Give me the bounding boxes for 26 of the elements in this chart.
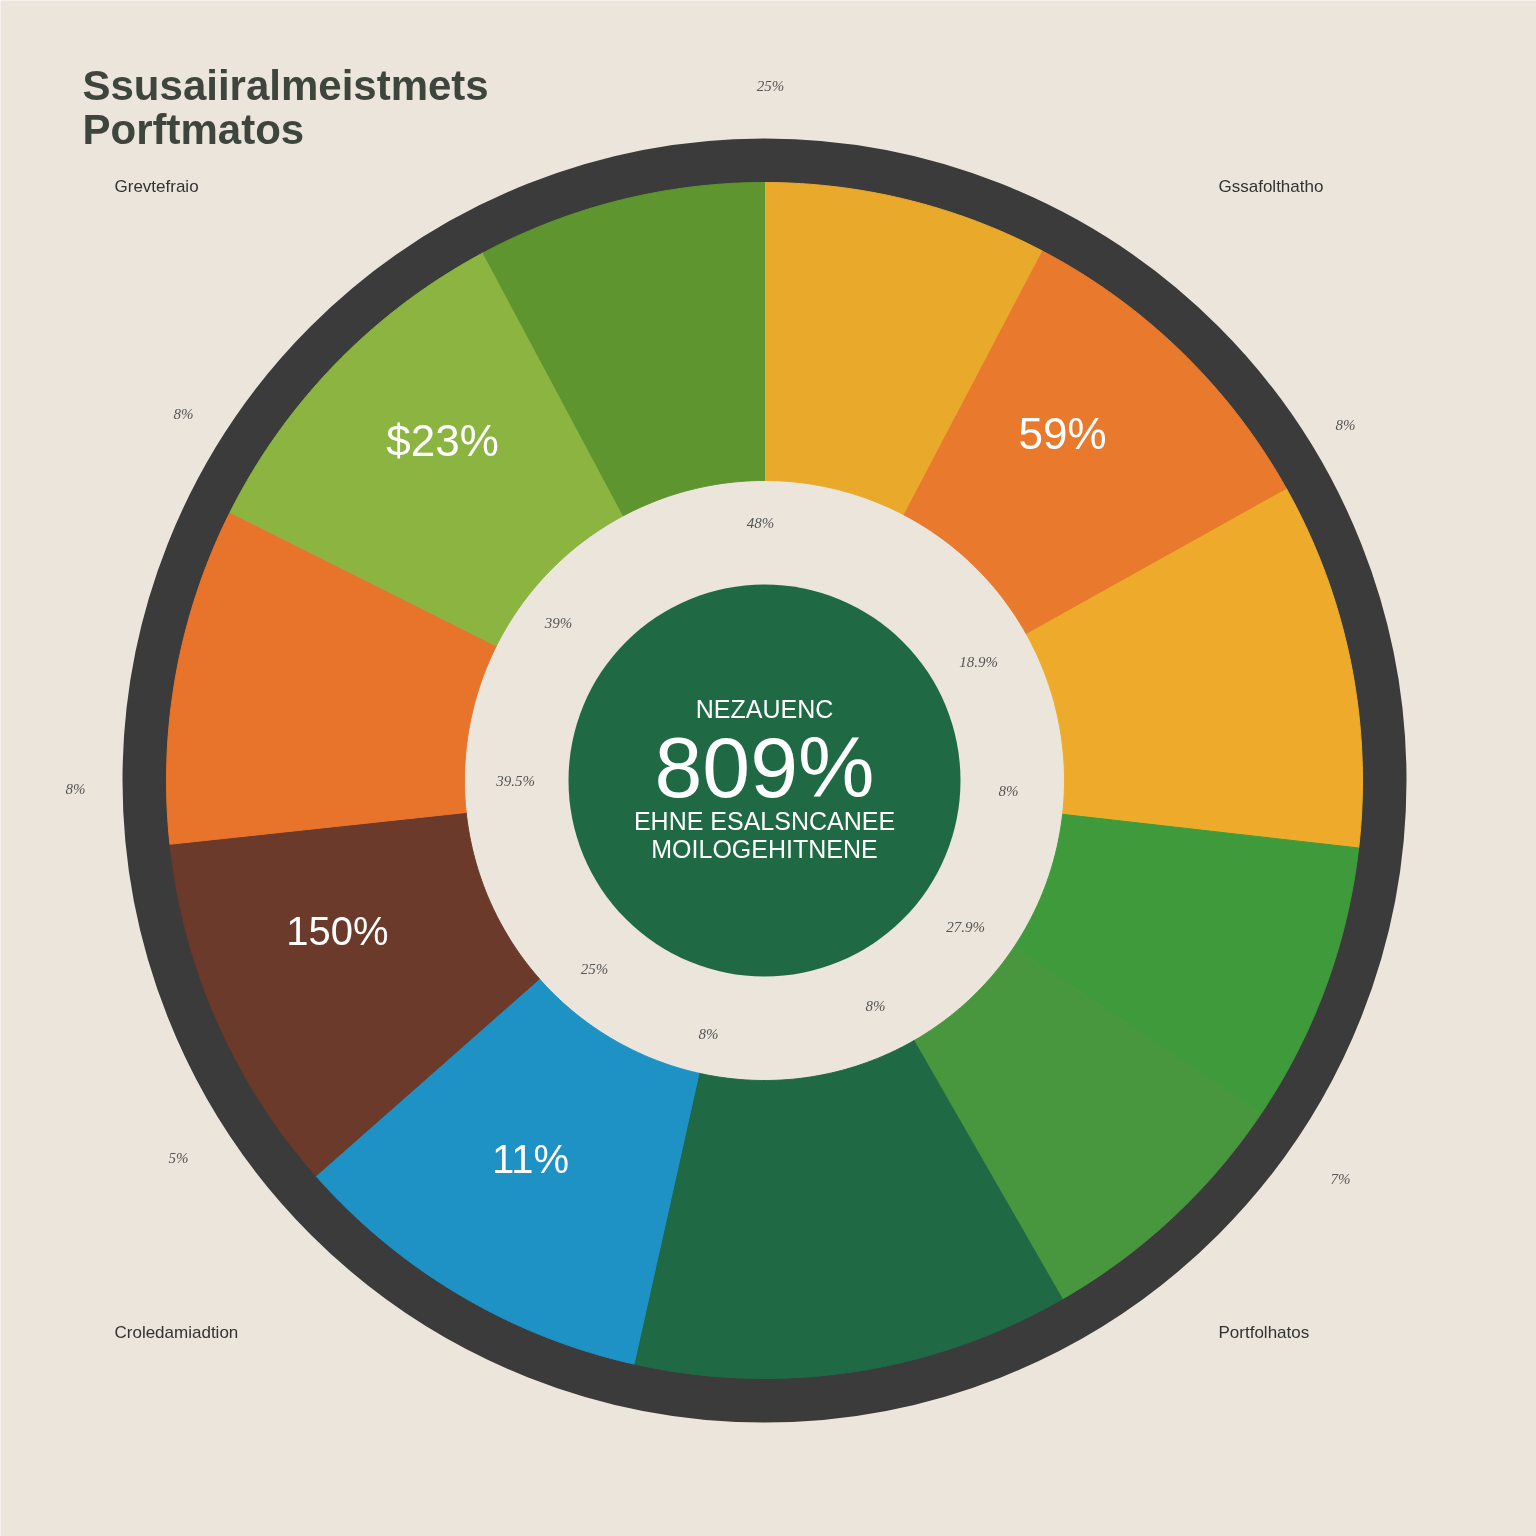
chart-title: Ssusaiiralmeistmets Porftmatos (82, 62, 489, 153)
text: 48% (746, 514, 775, 531)
text: MOILOGEHITNENE (651, 834, 878, 863)
text: Croledamiadtion (114, 1323, 239, 1342)
text: 27.9% (946, 918, 985, 935)
text: 8% (998, 782, 1019, 799)
text: Grevtefraio (114, 177, 199, 196)
text: 8% (865, 997, 886, 1014)
text: 5% (168, 1149, 189, 1166)
text: 18.9% (959, 653, 998, 670)
text: Gssafolthatho (1218, 177, 1324, 196)
text: 25% (756, 77, 785, 94)
text: 59% (1018, 409, 1107, 458)
text: 150% (286, 908, 389, 953)
text: 8% (698, 1025, 719, 1042)
text: 7% (1330, 1170, 1351, 1187)
text: 11% (491, 1136, 570, 1181)
text: Portfolhatos (1218, 1323, 1310, 1342)
text: 39% (543, 614, 573, 631)
text: 8% (173, 405, 194, 422)
text: 8% (1335, 416, 1356, 433)
text: NEZAUENC (695, 694, 834, 723)
text: $23% (386, 416, 499, 465)
text: 39.5% (495, 772, 535, 789)
text: 8% (65, 780, 86, 797)
text: 25% (580, 960, 609, 977)
